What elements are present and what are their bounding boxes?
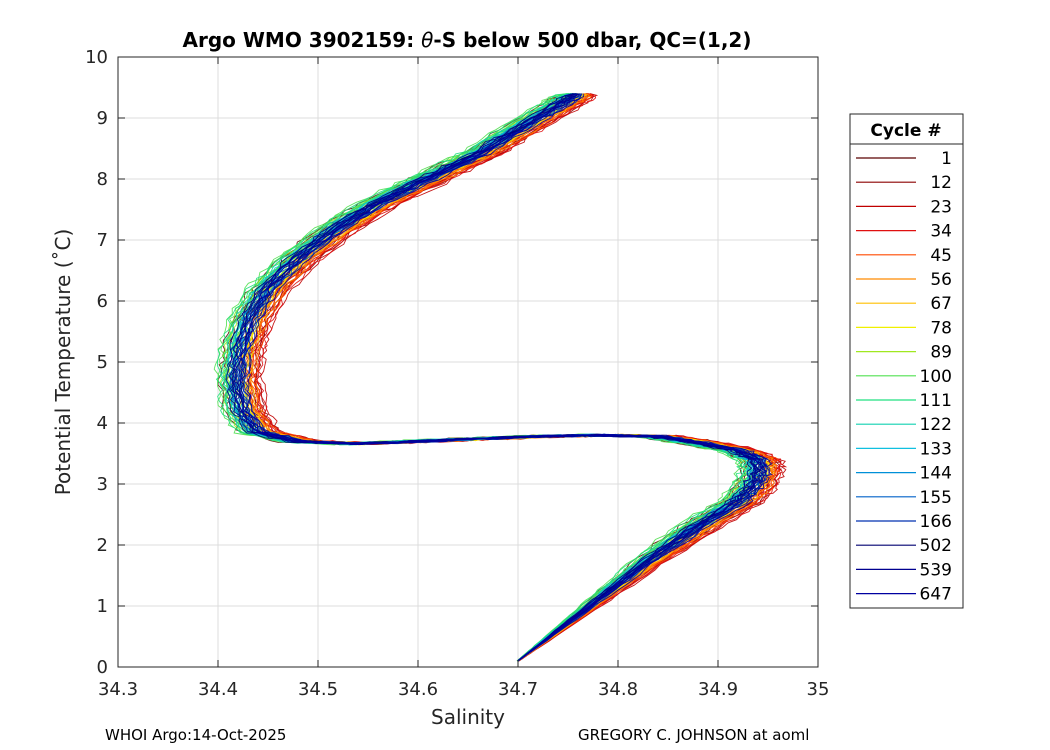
- legend-label: 647: [920, 585, 952, 605]
- y-tick-label: 10: [85, 47, 108, 68]
- y-tick-label: 1: [97, 596, 108, 617]
- profile-line: [221, 93, 750, 662]
- legend-label: 122: [920, 415, 952, 435]
- legend-label: 502: [920, 536, 952, 556]
- x-tick-label: 34.6: [398, 679, 438, 700]
- x-axis-label: Salinity: [431, 705, 505, 729]
- legend-label: 56: [930, 270, 952, 290]
- legend-title: Cycle #: [870, 121, 941, 141]
- grid-lines: [118, 57, 818, 667]
- y-tick-label: 0: [97, 657, 108, 678]
- legend-label: 166: [920, 512, 952, 532]
- legend-label: 144: [920, 464, 952, 484]
- y-axis-label: Potential Temperature (˚C): [51, 229, 75, 496]
- profile-lines: [213, 93, 788, 662]
- series-647: [234, 93, 773, 662]
- legend: Cycle # 1 12 23 34 45 56 67 78 89 100 111 122 133 144…: [849, 113, 964, 609]
- profile-line: [247, 93, 773, 662]
- y-tick-label: 4: [97, 413, 108, 434]
- legend-entries: 1 12 23 34 45 56 67 78 89 100 111 122 133 144 155 166 50…: [856, 149, 952, 605]
- legend-label: 133: [920, 439, 952, 459]
- chart-title: Argo WMO 3902159: θ-S below 500 dbar, QC…: [183, 28, 752, 52]
- x-tick-label: 34.4: [198, 679, 238, 700]
- profile-line: [256, 93, 784, 662]
- profile-line: [234, 93, 760, 662]
- y-tick-label: 9: [97, 108, 108, 129]
- y-tick-label: 8: [97, 169, 108, 190]
- legend-label: 539: [920, 560, 952, 580]
- x-tick-label: 34.5: [298, 679, 338, 700]
- y-tick-label: 7: [97, 230, 108, 251]
- legend-label: 23: [930, 197, 952, 217]
- profile-line: [239, 93, 766, 662]
- footer-right: GREGORY C. JOHNSON at aoml: [578, 726, 809, 744]
- legend-label: 12: [930, 173, 952, 193]
- y-tick-label: 3: [97, 474, 108, 495]
- legend-label: 34: [930, 222, 952, 242]
- legend-label: 89: [930, 343, 952, 363]
- legend-label: 1: [941, 149, 952, 169]
- x-tick-label: 34.8: [598, 679, 638, 700]
- footer-left: WHOI Argo:14-Oct-2025: [105, 726, 286, 744]
- x-tick-label: 34.7: [498, 679, 538, 700]
- x-tick-label: 35: [807, 679, 830, 700]
- y-tick-label: 6: [97, 291, 108, 312]
- y-tick-label: 5: [97, 352, 108, 373]
- y-tick-label: 2: [97, 535, 108, 556]
- legend-box: [849, 113, 964, 609]
- x-tick-label: 34.3: [98, 679, 138, 700]
- legend-label: 111: [920, 391, 952, 411]
- legend-label: 78: [930, 318, 952, 338]
- x-axis: 34.3 34.4 34.5 34.6 34.7 34.8 34.9 35: [98, 57, 829, 700]
- profile-line: [241, 93, 768, 662]
- y-axis: 0 1 2 3 4 5 6 7 8 9 10: [85, 47, 818, 678]
- legend-label: 155: [920, 488, 952, 508]
- legend-label: 45: [930, 246, 952, 266]
- x-tick-label: 34.9: [698, 679, 738, 700]
- legend-label: 67: [930, 294, 952, 314]
- legend-label: 100: [920, 367, 952, 387]
